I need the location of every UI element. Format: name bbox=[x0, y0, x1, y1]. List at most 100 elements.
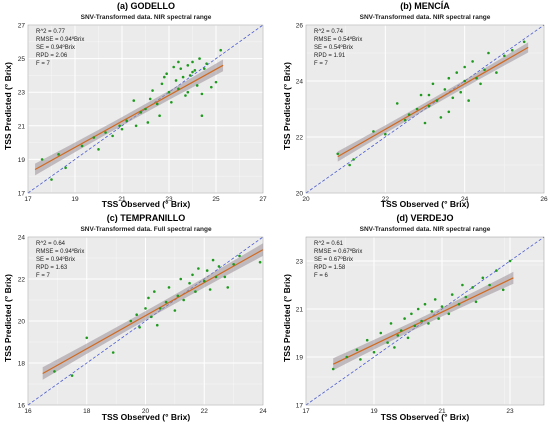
data-point bbox=[80, 144, 84, 148]
data-point bbox=[475, 76, 478, 80]
data-point bbox=[217, 265, 221, 268]
data-point bbox=[420, 319, 423, 323]
x-tick-label: 17 bbox=[302, 408, 310, 415]
data-point bbox=[132, 99, 136, 102]
data-point bbox=[439, 116, 443, 119]
data-point bbox=[153, 290, 156, 293]
data-point bbox=[191, 60, 194, 64]
data-point bbox=[419, 93, 423, 97]
y-tick-label: 19 bbox=[296, 355, 304, 362]
stat-line: SE = 0.94ºBrix bbox=[36, 44, 75, 51]
regression-line bbox=[332, 277, 514, 365]
data-point bbox=[202, 279, 206, 283]
data-point bbox=[182, 298, 185, 302]
data-point bbox=[450, 293, 454, 296]
data-point bbox=[336, 152, 340, 156]
y-tick-label: 18 bbox=[18, 361, 26, 368]
data-point bbox=[195, 84, 199, 87]
stat-line: SE = 0.94ºBrix bbox=[36, 256, 75, 263]
data-point bbox=[160, 82, 164, 86]
stat-line: RPD = 1.58 bbox=[314, 265, 346, 271]
stat-line: R^2 = 0.74 bbox=[314, 29, 344, 35]
x-tick-label: 17 bbox=[24, 196, 32, 203]
data-point bbox=[431, 82, 435, 86]
data-point bbox=[173, 309, 177, 312]
data-point bbox=[348, 163, 351, 167]
x-tick-label: 20 bbox=[142, 408, 150, 415]
data-point bbox=[232, 263, 235, 266]
data-point bbox=[464, 295, 468, 299]
x-axis-label: TSS Observed (° Brix) bbox=[381, 199, 470, 209]
data-point bbox=[463, 65, 466, 69]
data-point bbox=[447, 76, 451, 80]
x-tick-label: 23 bbox=[165, 196, 173, 203]
data-point bbox=[427, 104, 431, 108]
data-point bbox=[372, 130, 375, 133]
data-point bbox=[451, 96, 455, 100]
data-point bbox=[53, 370, 56, 373]
data-point bbox=[501, 288, 505, 292]
data-point bbox=[495, 269, 498, 272]
panel-mencia: (b) MENCÍA SNV-Transformed data. NIR spe… bbox=[282, 1, 548, 209]
data-point bbox=[415, 107, 419, 111]
y-tick-label: 17 bbox=[296, 403, 304, 410]
data-point bbox=[355, 348, 359, 352]
data-point bbox=[258, 260, 262, 264]
data-point bbox=[471, 60, 474, 63]
data-point bbox=[474, 300, 478, 304]
data-point bbox=[120, 127, 124, 131]
data-point bbox=[443, 88, 447, 91]
data-point bbox=[177, 60, 180, 64]
plot-frame bbox=[27, 24, 264, 194]
y-tick-label: 25 bbox=[18, 56, 26, 63]
data-point bbox=[197, 267, 200, 270]
data-point bbox=[151, 89, 154, 92]
data-point bbox=[479, 82, 482, 86]
data-point bbox=[440, 305, 444, 308]
data-point bbox=[138, 326, 141, 329]
panel-subtitle: SNV-Transformed data. Full spectral rang… bbox=[80, 226, 212, 233]
data-point bbox=[50, 178, 53, 181]
data-point bbox=[407, 113, 411, 116]
y-axis-label: TSS Predicted (° Brix) bbox=[3, 62, 13, 150]
panel-tempranillo: (c) TEMPRANILLO SNV-Transformed data. Fu… bbox=[3, 213, 267, 422]
x-tick-label: 23 bbox=[506, 408, 514, 415]
y-axis-label: TSS Predicted (° Brix) bbox=[282, 274, 292, 362]
y-axis-label: TSS Predicted (° Brix) bbox=[3, 274, 13, 362]
data-point bbox=[85, 336, 89, 340]
stat-line: R^2 = 0.64 bbox=[36, 241, 66, 247]
x-tick-label: 18 bbox=[83, 408, 91, 415]
y-tick-label: 21 bbox=[18, 123, 26, 130]
panel-subtitle: SNV-Transformed data. NIR spectral range bbox=[360, 226, 491, 233]
x-tick-label: 21 bbox=[438, 408, 446, 415]
data-point bbox=[345, 355, 349, 359]
panel-verdejo: (d) VERDEJO SNV-Transformed data. NIR sp… bbox=[282, 213, 545, 422]
data-point bbox=[459, 90, 463, 94]
data-point bbox=[365, 338, 369, 342]
y-tick-label: 27 bbox=[18, 23, 26, 30]
data-point bbox=[200, 114, 204, 118]
data-point bbox=[125, 119, 128, 123]
x-tick-label: 22 bbox=[382, 196, 390, 203]
y-tick-label: 21 bbox=[296, 307, 304, 314]
data-point bbox=[202, 67, 206, 70]
panel-subtitle: SNV-Transformed data. NIR spectral range bbox=[360, 14, 491, 21]
stat-line: F = 7 bbox=[314, 61, 329, 67]
data-point bbox=[508, 259, 512, 263]
data-point bbox=[214, 275, 218, 279]
panel-title: (a) GODELLO bbox=[117, 1, 175, 11]
data-point bbox=[457, 302, 461, 306]
data-point bbox=[395, 102, 399, 105]
data-point bbox=[155, 323, 159, 327]
data-point bbox=[384, 132, 387, 136]
data-point bbox=[410, 312, 413, 316]
data-point bbox=[174, 79, 178, 82]
data-point bbox=[396, 334, 400, 337]
data-point bbox=[188, 74, 192, 77]
data-point bbox=[210, 85, 213, 89]
data-point bbox=[179, 67, 183, 70]
stat-line: F = 7 bbox=[36, 273, 51, 279]
data-point bbox=[200, 92, 204, 96]
stat-line: RMSE = 0.94ºBrix bbox=[36, 36, 84, 43]
